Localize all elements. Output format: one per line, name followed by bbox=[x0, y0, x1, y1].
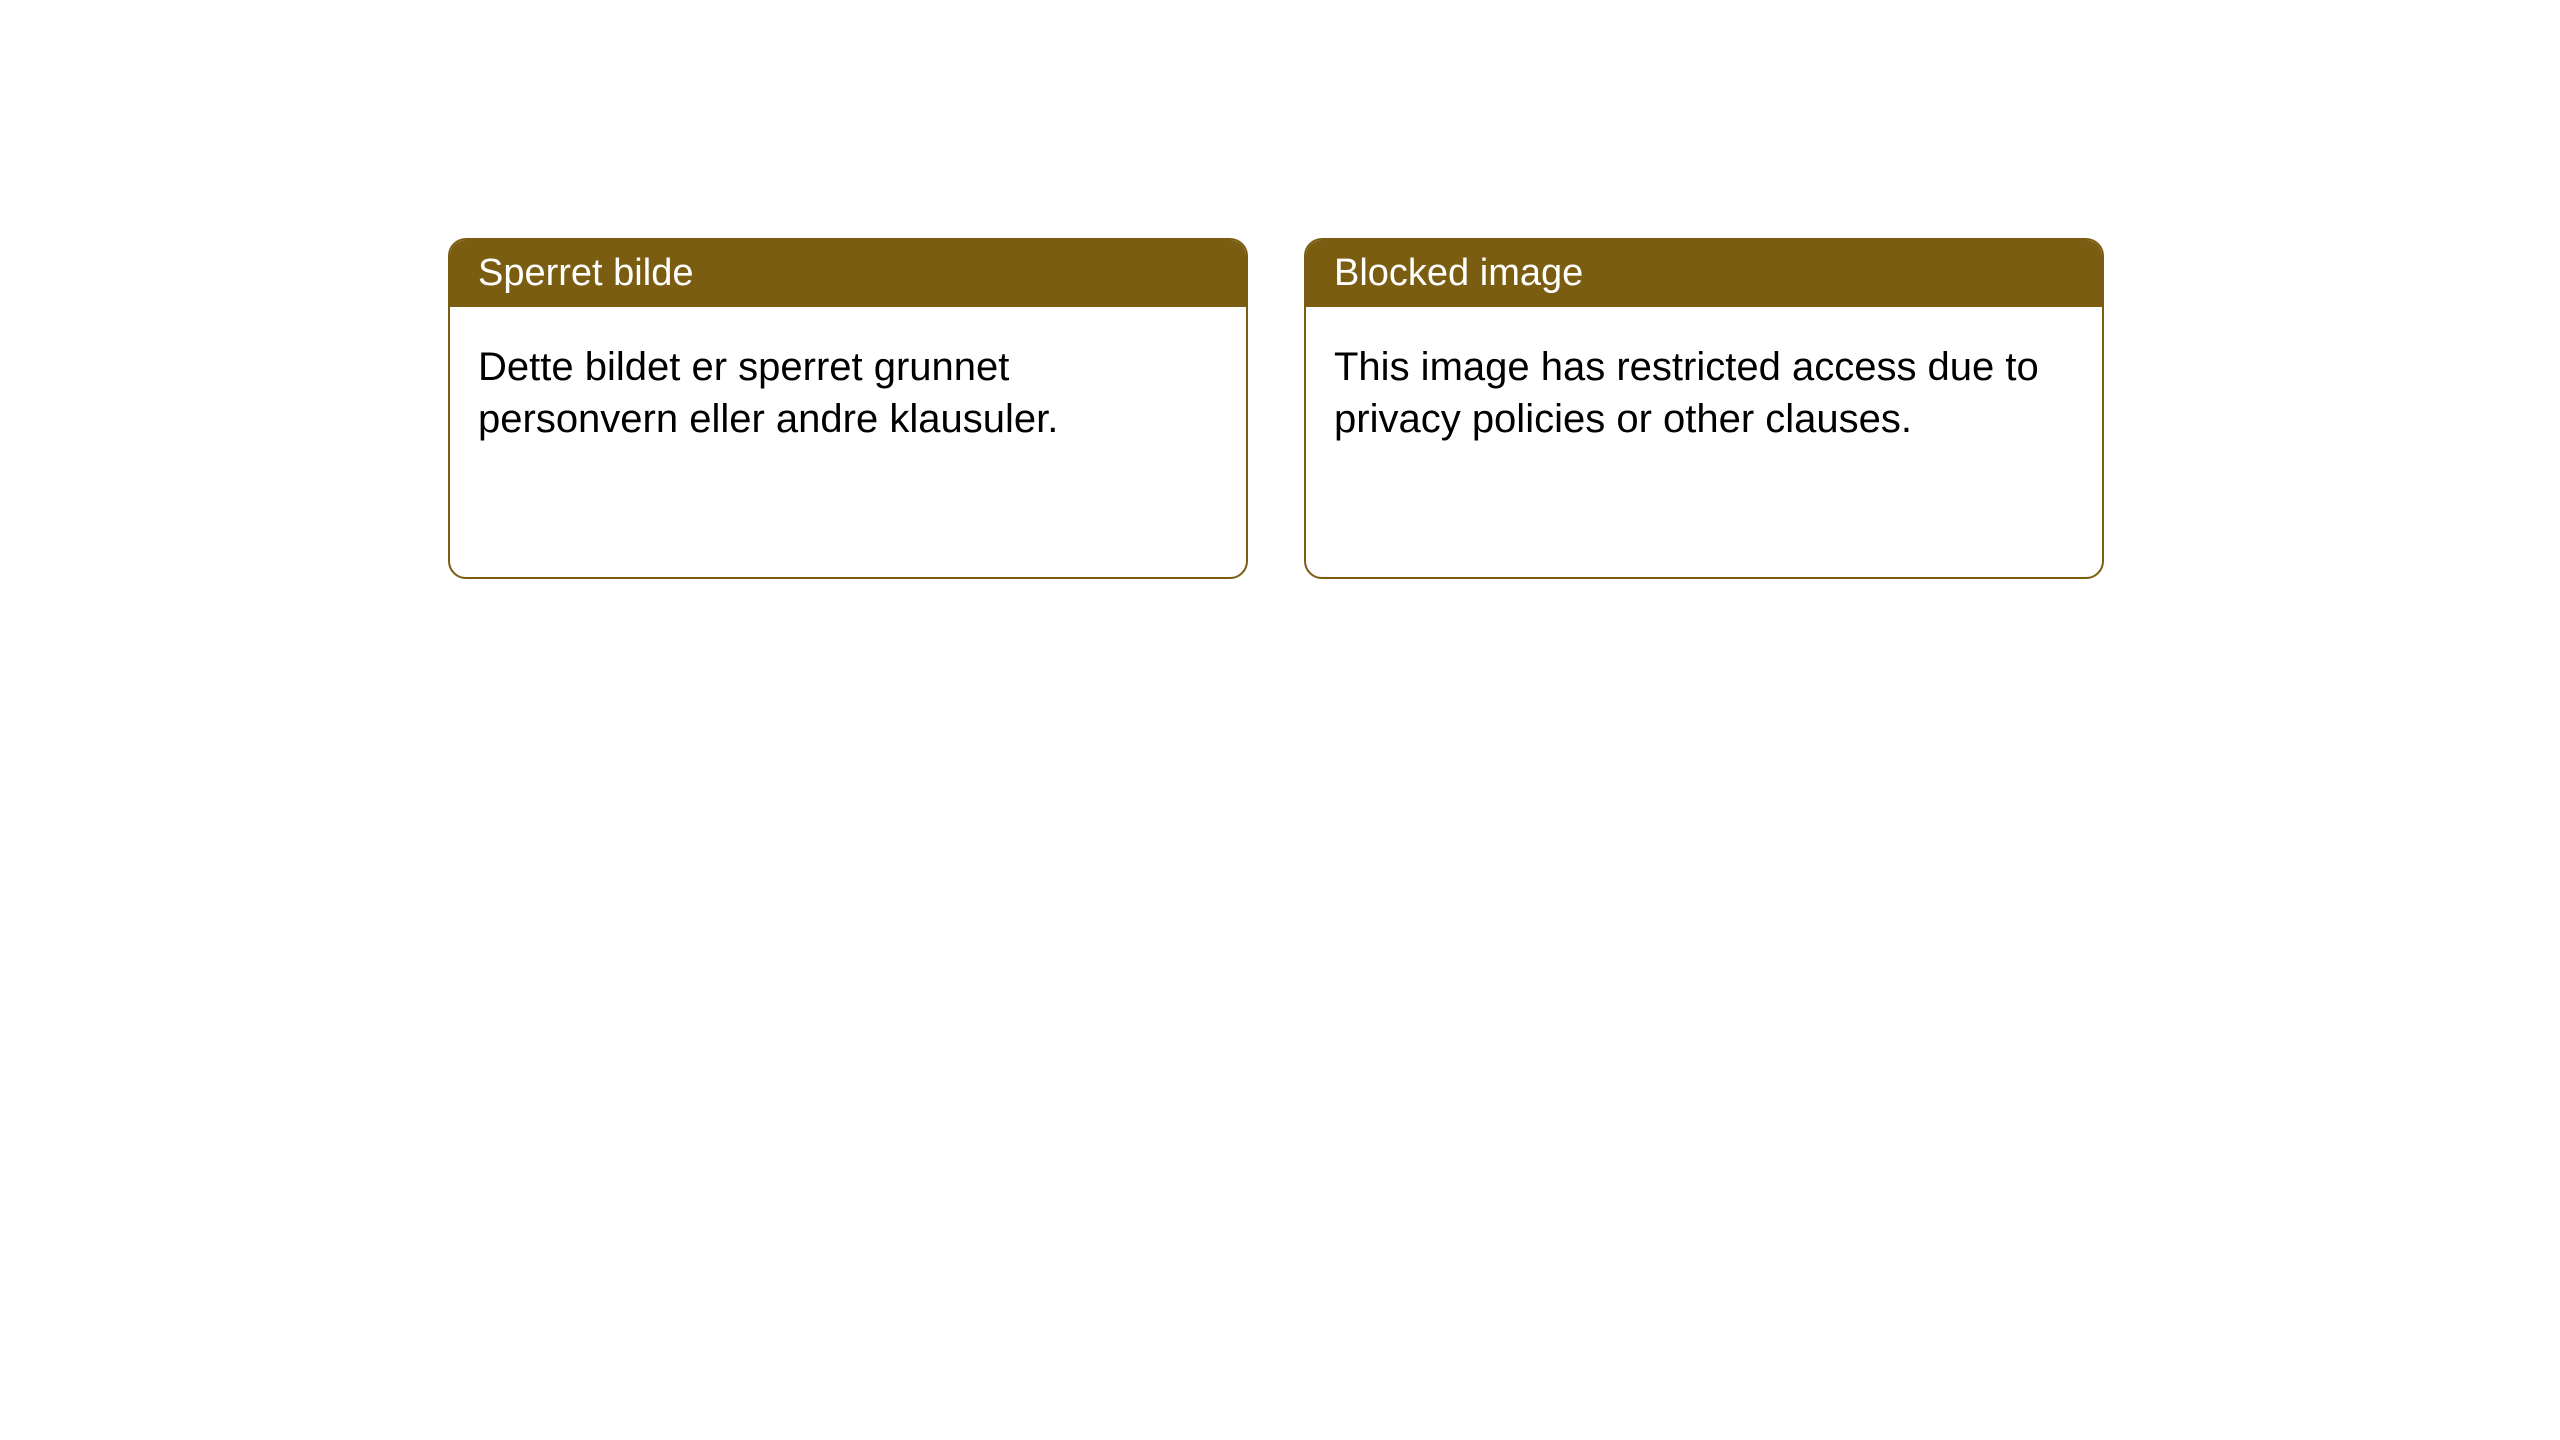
card-header-en: Blocked image bbox=[1306, 240, 2102, 307]
card-title-no: Sperret bilde bbox=[478, 252, 693, 294]
card-title-en: Blocked image bbox=[1334, 252, 1583, 294]
notice-cards-container: Sperret bilde Dette bildet er sperret gr… bbox=[0, 0, 2560, 579]
card-body-en: This image has restricted access due to … bbox=[1306, 307, 2102, 577]
blocked-image-card-no: Sperret bilde Dette bildet er sperret gr… bbox=[448, 238, 1248, 579]
card-message-no: Dette bildet er sperret grunnet personve… bbox=[478, 341, 1218, 445]
card-message-en: This image has restricted access due to … bbox=[1334, 341, 2074, 445]
blocked-image-card-en: Blocked image This image has restricted … bbox=[1304, 238, 2104, 579]
card-body-no: Dette bildet er sperret grunnet personve… bbox=[450, 307, 1246, 577]
card-header-no: Sperret bilde bbox=[450, 240, 1246, 307]
